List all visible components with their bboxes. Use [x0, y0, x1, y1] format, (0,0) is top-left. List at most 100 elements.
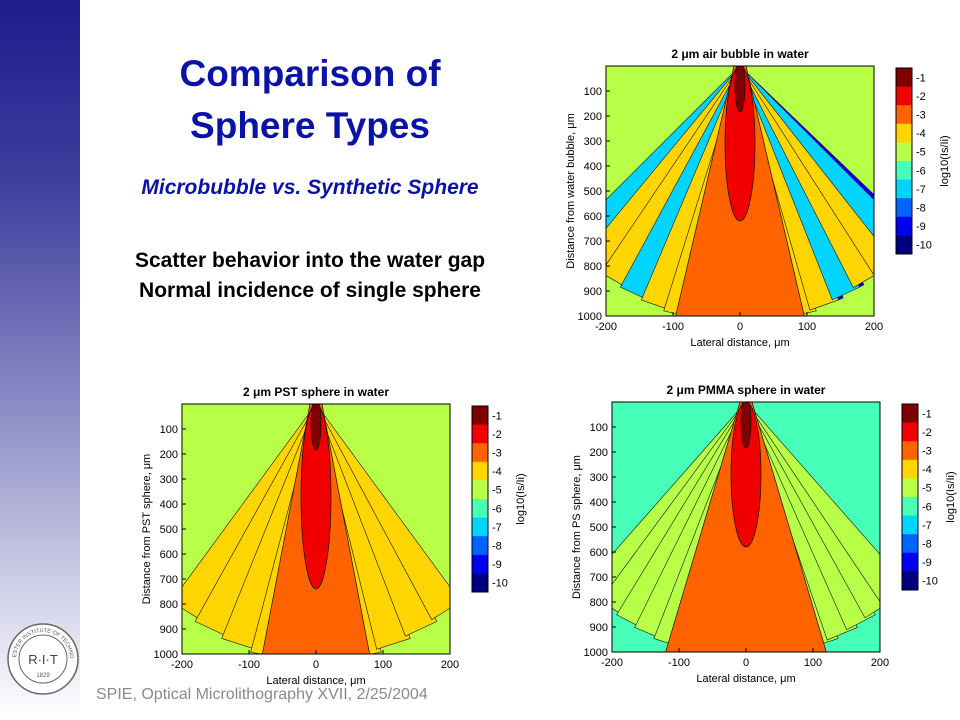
main-lobe [300, 404, 332, 590]
description-line-1: Scatter behavior into the water gap [134, 249, 486, 272]
colorbar-segment [896, 216, 912, 236]
x-tick-label: 0 [313, 659, 319, 671]
colorbar-tick: -6 [916, 165, 926, 177]
colorbar-tick: -8 [916, 203, 926, 215]
colorbar-tick: -4 [492, 466, 502, 478]
y-tick-label: 700 [590, 572, 608, 584]
colorbar-frame [471, 405, 489, 593]
plot-air-bubble: -200 -100 0 100 200 100 200 300 400 500 600 700 800 9… [565, 47, 951, 349]
y-tick-label: 400 [160, 499, 178, 511]
colorbar-tick: -3 [492, 448, 502, 460]
main-lobe [724, 66, 756, 222]
colorbar-tick: -5 [916, 147, 926, 159]
colorbar-segment [896, 105, 912, 125]
y-tick-label: 600 [584, 211, 602, 223]
y-tick-label: 600 [590, 547, 608, 559]
x-tick-label: -100 [662, 321, 684, 333]
y-tick-label: 900 [590, 622, 608, 634]
colorbar-segment [902, 422, 918, 442]
plot-pst-sphere: -200 -100 0 100 200 100 200 300 400 500 600 700 800 9… [141, 385, 527, 687]
y-tick-label: 1000 [584, 647, 608, 659]
colorbar-segment [472, 443, 488, 463]
colorbar-segment [472, 554, 488, 574]
colorbar-segment [472, 499, 488, 519]
y-axis-label: Distance from PS sphere, μm [571, 455, 583, 599]
colorbar-tick: -5 [922, 483, 932, 495]
scatter-null-band [739, 66, 874, 201]
rit-seal-logo: ROCHESTER INSTITUTE OF TECHNOLOGY R·I·T … [6, 622, 79, 695]
slide-subtitle: Microbubble vs. Synthetic Sphere [141, 176, 479, 199]
colorbar-segment [896, 86, 912, 106]
x-axis-label: Lateral distance, μm [266, 675, 365, 687]
scatter-lobe [315, 404, 450, 621]
colorbar-tick: -9 [922, 557, 932, 569]
y-tick-label: 700 [160, 574, 178, 586]
logo-center-text: R·I·T [28, 652, 58, 667]
x-tick-label: 100 [798, 321, 816, 333]
colorbar-tick: -6 [922, 501, 932, 513]
colorbar-segment [896, 235, 912, 255]
slide-title: Comparison of Sphere Types [110, 48, 510, 152]
y-tick-label: 300 [584, 136, 602, 148]
colorbar-tick: -2 [492, 429, 502, 441]
colorbar-segment [472, 573, 488, 593]
y-tick-label: 900 [584, 286, 602, 298]
colorbar-tick: -1 [922, 408, 932, 420]
colorbar-tick: -4 [916, 128, 926, 140]
y-tick-label: 100 [160, 424, 178, 436]
colorbar-segment [896, 142, 912, 162]
plot-title: 2 μm PST sphere in water [243, 385, 389, 399]
colorbar-segment [902, 571, 918, 591]
colorbar-tick: -10 [922, 576, 938, 588]
title-line-2: Sphere Types [190, 105, 430, 146]
colorbar-tick: -8 [922, 539, 932, 551]
y-tick-label: 400 [584, 161, 602, 173]
colorbar-segment [902, 459, 918, 479]
y-tick-label: 200 [584, 111, 602, 123]
y-tick-label: 400 [590, 497, 608, 509]
y-tick-label: 800 [590, 597, 608, 609]
x-axis-label: Lateral distance, μm [696, 673, 795, 685]
colorbar-label: log10(Is/Ii) [945, 471, 957, 522]
colorbar-tick: -10 [492, 578, 508, 590]
x-tick-label: -200 [595, 321, 617, 333]
x-tick-label: 100 [374, 659, 392, 671]
y-tick-label: 300 [590, 472, 608, 484]
colorbar-frame [895, 67, 913, 255]
colorbar-tick: -1 [916, 72, 926, 84]
colorbar-segment [896, 123, 912, 143]
colorbar-label: log10(Is/Ii) [515, 473, 527, 524]
colorbar-segment [472, 461, 488, 481]
colorbar-segment [472, 517, 488, 537]
colorbar-segment [902, 515, 918, 535]
colorbar-tick: -3 [916, 110, 926, 122]
y-tick-label: 200 [160, 449, 178, 461]
colorbar-segment [902, 404, 918, 424]
colorbar-tick: -7 [922, 520, 932, 532]
x-tick-label: 200 [441, 659, 459, 671]
colorbar-segment [902, 478, 918, 498]
y-tick-label: 500 [160, 524, 178, 536]
colorbar-segment [472, 424, 488, 444]
y-tick-label: 100 [590, 422, 608, 434]
x-tick-label: 0 [743, 657, 749, 669]
slide-description: Scatter behavior into the water gap Norm… [70, 246, 550, 306]
y-tick-label: 500 [584, 186, 602, 198]
slide-footer: SPIE, Optical Microlithography XVII, 2/2… [96, 686, 428, 703]
colorbar-segment [902, 552, 918, 572]
colorbar-segment [902, 497, 918, 517]
sidebar-gradient [0, 0, 80, 720]
peak-lobe [740, 402, 752, 449]
colorbar-tick: -1 [492, 410, 502, 422]
logo-year: 1829 [36, 673, 50, 679]
x-tick-label: 100 [804, 657, 822, 669]
x-tick-label: 200 [871, 657, 889, 669]
plot-title: 2 μm PMMA sphere in water [667, 383, 826, 397]
colorbar-segment [472, 536, 488, 556]
y-tick-label: 600 [160, 549, 178, 561]
title-line-1: Comparison of [179, 53, 441, 94]
colorbar-segment [902, 534, 918, 554]
colorbar-tick: -7 [492, 522, 502, 534]
plot-pmma-sphere: -200 -100 0 100 200 100 200 300 400 500 600 700 800 9… [571, 383, 957, 685]
colorbar-tick: -10 [916, 240, 932, 252]
